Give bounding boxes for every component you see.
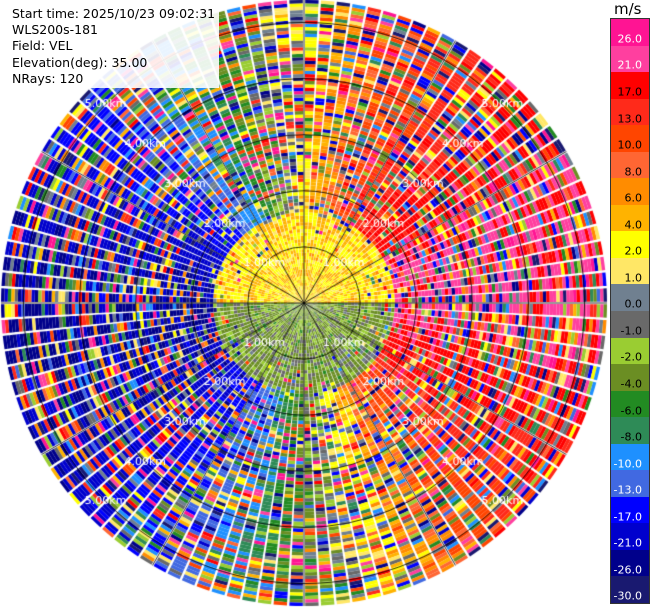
colorbar-tick-label: -10.0 <box>613 457 642 471</box>
colorbar-tick-label: -26.0 <box>613 563 642 577</box>
colorbar-tick-label: -2.0 <box>620 350 642 364</box>
colorbar-tick-label: -6.0 <box>620 404 642 418</box>
colorbar-segment <box>611 98 649 126</box>
colorbar-segment <box>611 443 649 471</box>
colorbar-tick-label: -4.0 <box>620 377 642 391</box>
colorbar-segment <box>611 19 649 47</box>
colorbar-segment <box>611 257 649 285</box>
colorbar-tick-label: 6.0 <box>624 191 643 205</box>
ppi-velocity-scan <box>0 0 610 610</box>
scan-info: Start time: 2025/10/23 09:02:31 WLS200s-… <box>12 6 220 89</box>
colorbar: 26.0 21.0 17.0 13.0 10.0 8.0 6.0 4.0 2.0 1.0 0.0 -1… <box>610 18 650 604</box>
colorbar-tick-label: 10.0 <box>617 138 643 152</box>
colorbar-segment <box>611 284 649 312</box>
colorbar-tick-label: 17.0 <box>617 85 643 99</box>
colorbar-segment <box>611 470 649 498</box>
colorbar-tick-label: 1.0 <box>624 271 643 285</box>
colorbar-segment <box>611 311 649 339</box>
colorbar-tick-label: 8.0 <box>624 165 643 179</box>
colorbar-segment <box>611 523 649 551</box>
colorbar-tick-label: -1.0 <box>620 324 642 338</box>
colorbar-segment <box>611 496 649 524</box>
colorbar-tick-label: -30.0 <box>613 589 642 603</box>
colorbar-tick-label: 21.0 <box>617 58 643 72</box>
colorbar-tick-label: -21.0 <box>613 536 642 550</box>
colorbar-segment <box>611 151 649 179</box>
colorbar-segment <box>611 364 649 392</box>
colorbar-segment <box>611 231 649 259</box>
colorbar-tick-label: -8.0 <box>620 430 642 444</box>
colorbar-segment <box>611 576 649 604</box>
colorbar-segment <box>611 204 649 232</box>
colorbar-segment <box>611 337 649 365</box>
colorbar-segment <box>611 72 649 100</box>
colorbar-tick-label: 13.0 <box>617 112 643 126</box>
instrument-text: WLS200s-181 <box>12 22 98 38</box>
colorbar-segment <box>611 125 649 153</box>
colorbar-segment <box>611 549 649 577</box>
field-text: Field: VEL <box>12 38 73 54</box>
colorbar-tick-label: 26.0 <box>617 32 643 46</box>
colorbar-tick-label: -17.0 <box>613 510 642 524</box>
colorbar-tick-label: -13.0 <box>613 483 642 497</box>
colorbar-segment <box>611 390 649 418</box>
colorbar-segment <box>611 178 649 206</box>
colorbar-segment <box>611 417 649 445</box>
colorbar-unit: m/s <box>614 0 642 18</box>
nrays-text: NRays: 120 <box>12 70 84 86</box>
colorbar-tick-label: 2.0 <box>624 244 643 258</box>
colorbar-tick-label: 4.0 <box>624 218 643 232</box>
colorbar-segment <box>611 45 649 73</box>
colorbar-tick-label: 0.0 <box>624 297 643 311</box>
start-time-text: Start time: 2025/10/23 09:02:31 <box>12 6 216 21</box>
elevation-text: Elevation(deg): 35.00 <box>12 54 148 70</box>
